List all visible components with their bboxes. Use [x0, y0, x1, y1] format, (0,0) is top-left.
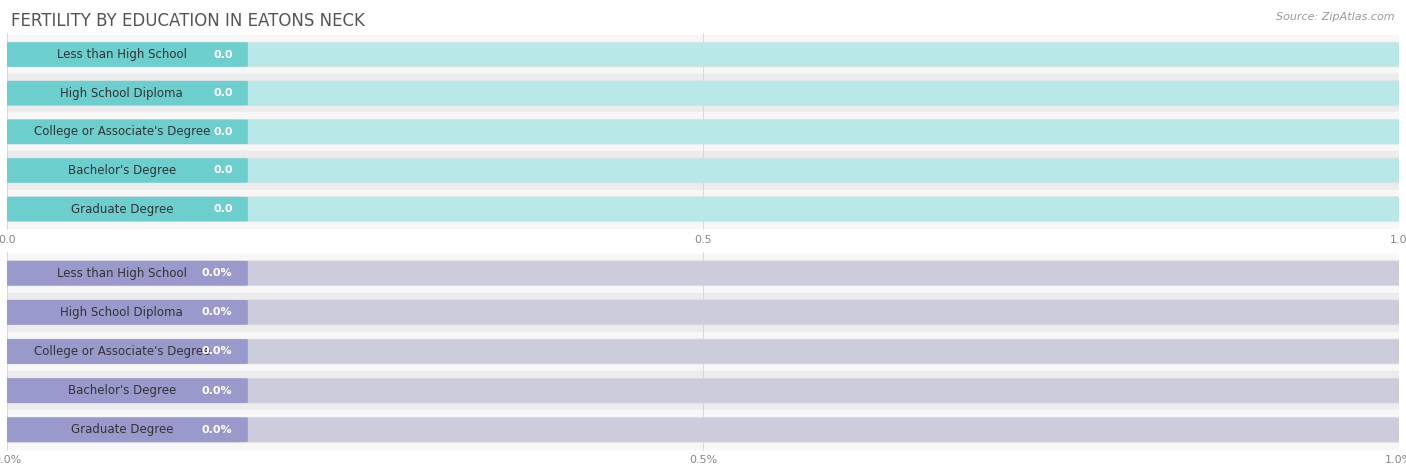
FancyBboxPatch shape	[0, 339, 247, 364]
Text: Source: ZipAtlas.com: Source: ZipAtlas.com	[1277, 12, 1395, 22]
Text: High School Diploma: High School Diploma	[60, 306, 183, 319]
FancyBboxPatch shape	[0, 120, 247, 144]
Bar	[7, 35, 1399, 74]
Bar	[7, 254, 1399, 293]
FancyBboxPatch shape	[0, 42, 1406, 67]
FancyBboxPatch shape	[0, 81, 247, 105]
Text: Bachelor's Degree: Bachelor's Degree	[67, 164, 176, 177]
Bar	[7, 74, 1399, 113]
Bar	[7, 113, 1399, 151]
Bar	[7, 190, 1399, 228]
Text: College or Associate's Degree: College or Associate's Degree	[34, 125, 209, 138]
Text: College or Associate's Degree: College or Associate's Degree	[34, 345, 209, 358]
FancyBboxPatch shape	[0, 197, 247, 221]
Bar	[7, 371, 1399, 410]
Bar	[7, 410, 1399, 449]
Text: 0.0: 0.0	[214, 88, 232, 98]
FancyBboxPatch shape	[0, 418, 1406, 442]
Text: High School Diploma: High School Diploma	[60, 86, 183, 100]
FancyBboxPatch shape	[0, 378, 247, 403]
FancyBboxPatch shape	[0, 339, 1406, 364]
Bar	[7, 293, 1399, 332]
Text: FERTILITY BY EDUCATION IN EATONS NECK: FERTILITY BY EDUCATION IN EATONS NECK	[11, 12, 366, 30]
FancyBboxPatch shape	[0, 158, 1406, 183]
FancyBboxPatch shape	[0, 261, 1406, 285]
Text: 0.0%: 0.0%	[202, 346, 232, 357]
FancyBboxPatch shape	[0, 261, 247, 285]
Text: Graduate Degree: Graduate Degree	[70, 203, 173, 216]
FancyBboxPatch shape	[0, 300, 247, 325]
FancyBboxPatch shape	[0, 378, 1406, 403]
FancyBboxPatch shape	[0, 81, 1406, 105]
Text: 0.0%: 0.0%	[202, 268, 232, 278]
FancyBboxPatch shape	[0, 42, 247, 67]
Text: 0.0%: 0.0%	[202, 425, 232, 435]
Text: Less than High School: Less than High School	[56, 267, 187, 280]
Text: 0.0: 0.0	[214, 49, 232, 59]
Text: 0.0%: 0.0%	[202, 386, 232, 396]
Text: Bachelor's Degree: Bachelor's Degree	[67, 384, 176, 397]
Text: 0.0: 0.0	[214, 204, 232, 214]
Text: 0.0%: 0.0%	[202, 307, 232, 317]
FancyBboxPatch shape	[0, 418, 247, 442]
Bar	[7, 151, 1399, 190]
Text: Less than High School: Less than High School	[56, 48, 187, 61]
FancyBboxPatch shape	[0, 300, 1406, 325]
Text: 0.0: 0.0	[214, 165, 232, 175]
FancyBboxPatch shape	[0, 120, 1406, 144]
Text: 0.0: 0.0	[214, 127, 232, 137]
FancyBboxPatch shape	[0, 197, 1406, 221]
Text: Graduate Degree: Graduate Degree	[70, 423, 173, 436]
Bar	[7, 332, 1399, 371]
FancyBboxPatch shape	[0, 158, 247, 183]
